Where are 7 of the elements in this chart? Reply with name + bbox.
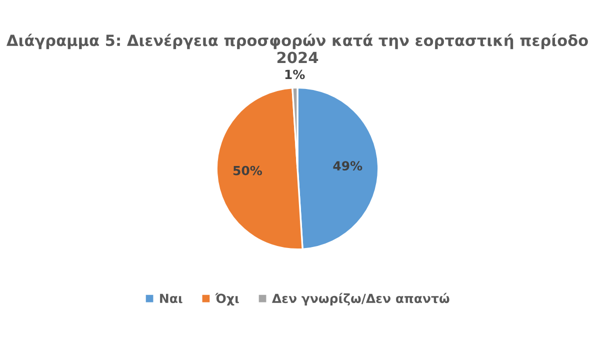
data-label: 49% [333, 161, 362, 171]
chart-title: Διάγραμμα 5: Διενέργεια προσφορών κατά την εορταστική περίοδο 2024 [6, 34, 588, 64]
data-label: 50% [233, 166, 262, 176]
legend-label: Όχι [215, 292, 239, 306]
data-label: 1% [285, 70, 305, 80]
legend-label: Δεν γνωρίζω/Δεν απαντώ [272, 292, 450, 306]
legend-label: Ναι [160, 294, 182, 304]
